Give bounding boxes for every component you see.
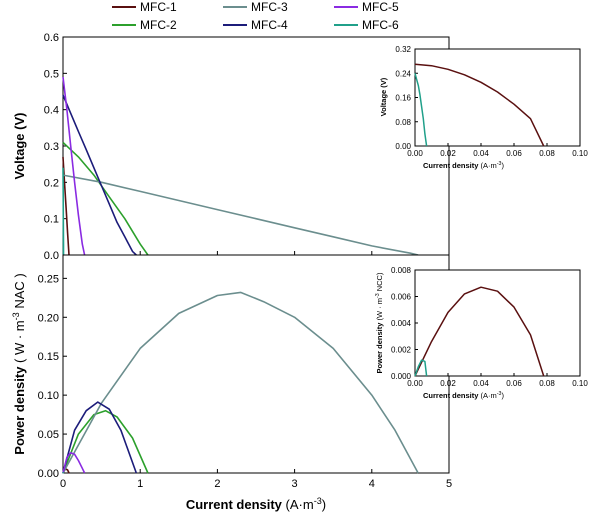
power-inset-ytick-label: 0.000 (391, 372, 412, 381)
power-inset-series-mfc-1 (414, 286, 545, 377)
legend-label-mfc-6: MFC-6 (362, 18, 399, 32)
power-chart: 0.00 0.05 0.10 0.15 0.20 0.25 0 1 2 3 4 5 Power dens… (11, 254, 452, 512)
power-main-ytick-label: 0.15 (38, 351, 59, 363)
power-xlabel-end: ) (322, 497, 326, 512)
power-xlabel-main: Current density (186, 497, 286, 512)
voltage-main-ytick-label: 0.6 (44, 32, 59, 44)
power-ylabel-end: NAC ) (12, 273, 27, 312)
voltage-inset-xtick-label: 0.02 (440, 149, 456, 158)
power-main-ytick-label: 0.10 (38, 390, 59, 402)
voltage-inset-series-mfc-6 (414, 73, 428, 147)
power-inset-chart: 0.000 0.002 0.004 0.006 0.008 0.00 0.02 0.04 0.0… (375, 266, 588, 400)
power-main-ytick-label: 0.25 (38, 273, 59, 285)
voltage-inset-ylabel: Voltage (V) (379, 77, 388, 116)
voltage-main-series-mfc-3 (62, 174, 419, 256)
voltage-inset-ytick-label: 0.24 (395, 69, 411, 78)
voltage-inset-xtick-label: 0.00 (407, 149, 423, 158)
voltage-main-ytick-label: 0.3 (44, 141, 59, 153)
power-inset-frame (414, 269, 581, 377)
power-ylabel-sup: -3 (11, 312, 21, 320)
power-inset-ylabel: Power density (W · m-3 NCC) (375, 272, 384, 373)
power-main-xtick-label: 3 (292, 478, 298, 490)
power-main-series-mfc-3 (62, 291, 419, 474)
legend: MFC-1 MFC-2 MFC-3 MFC-4 MFC-5 MFC-6 (112, 0, 399, 32)
voltage-inset-xtick-label: 0.04 (473, 149, 489, 158)
voltage-inset-ytick-label: 0.08 (395, 118, 411, 127)
voltage-inset-chart: 0.00 0.08 0.16 0.24 0.32 0.00 0.02 0.04 0.06 0.08… (379, 45, 588, 170)
power-inset-ytick-label: 0.006 (391, 293, 412, 302)
power-xlabel-sup: -3 (314, 496, 322, 506)
voltage-inset-xlabel-unit: (A·m (481, 161, 497, 170)
voltage-inset-xlabel-sup: -3 (497, 161, 502, 167)
voltage-main-series-mfc-6 (62, 167, 65, 255)
power-inset-ylabel-main: Power density (375, 321, 384, 374)
voltage-inset-frame (414, 48, 581, 147)
power-ylabel-main: Power density (12, 363, 27, 455)
power-main-series-mfc-2 (62, 409, 149, 474)
power-inset-series-mfc-6 (414, 359, 428, 377)
power-main-frame (62, 254, 450, 474)
legend-label-mfc-4: MFC-4 (251, 18, 288, 32)
power-xlabel-unit: (A·m (286, 497, 314, 512)
power-ylabel: Power density ( W · m-3 NAC ) (11, 273, 27, 454)
power-main-ytick-label: 0.00 (38, 468, 59, 480)
power-inset-xtick-label: 0.04 (473, 379, 489, 388)
voltage-main-series-mfc-4 (62, 94, 137, 256)
legend-label-mfc-3: MFC-3 (251, 0, 288, 14)
voltage-inset-xtick-label: 0.08 (539, 149, 555, 158)
voltage-inset-ytick-label: 0.32 (395, 45, 411, 54)
voltage-inset-xtick-label: 0.10 (572, 149, 588, 158)
voltage-main-ytick-label: 0.1 (44, 214, 59, 226)
power-inset-ylabel-end: NCC) (375, 272, 384, 293)
voltage-inset-xlabel-end: ) (501, 161, 504, 170)
power-inset-ytick-label: 0.008 (391, 266, 412, 275)
power-main-ytick-label: 0.20 (38, 312, 59, 324)
power-xlabel: Current density (A·m-3) (186, 496, 326, 512)
power-main-series-mfc-4 (62, 401, 138, 474)
power-main-xtick-label: 2 (214, 478, 220, 490)
power-inset-ytick-label: 0.002 (391, 346, 412, 355)
power-main-xtick-label: 1 (137, 478, 143, 490)
voltage-inset-xlabel: Current density (A·m-3) (423, 161, 504, 170)
power-ylabel-unit: ( W · m (12, 320, 27, 363)
voltage-main-ytick-label: 0.5 (44, 68, 59, 80)
voltage-inset-xtick-label: 0.06 (506, 149, 522, 158)
voltage-ylabel: Voltage (V) (12, 113, 27, 180)
power-inset-xlabel: Current density (A·m-3) (423, 391, 504, 400)
power-inset-xtick-label: 0.02 (440, 379, 456, 388)
voltage-inset-series-mfc-1 (414, 63, 545, 147)
power-main-xtick-label: 0 (60, 478, 66, 490)
power-main-xtick-label: 5 (446, 478, 452, 490)
power-inset-xtick-label: 0.06 (506, 379, 522, 388)
voltage-main-ytick-label: 0.0 (44, 250, 59, 262)
power-main-ytick-label: 0.05 (38, 429, 59, 441)
voltage-main-series-mfc-1 (62, 156, 70, 256)
voltage-main-ytick-label: 0.2 (44, 177, 59, 189)
voltage-inset-ytick-label: 0.16 (395, 94, 411, 103)
voltage-inset-ytick-label: 0.00 (395, 142, 411, 151)
voltage-main-series-mfc-2 (62, 141, 149, 256)
power-main-xtick-label: 4 (369, 478, 375, 490)
power-inset-xlabel-sup: -3 (497, 391, 502, 397)
voltage-main-frame (62, 36, 450, 256)
power-inset-xtick-label: 0.10 (572, 379, 588, 388)
voltage-chart: 0.0 0.1 0.2 0.3 0.4 0.5 0.6 Voltage (V) (12, 32, 450, 262)
legend-label-mfc-1: MFC-1 (140, 0, 177, 14)
voltage-main-ytick-label: 0.4 (44, 105, 59, 117)
power-inset-ylabel-sup: -3 (375, 293, 381, 298)
legend-label-mfc-5: MFC-5 (362, 0, 399, 14)
power-inset-xlabel-unit: (A·m (481, 391, 497, 400)
power-inset-xlabel-end: ) (501, 391, 504, 400)
power-inset-xtick-label: 0.00 (407, 379, 423, 388)
power-inset-xtick-label: 0.08 (539, 379, 555, 388)
voltage-main-series-mfc-5 (62, 76, 86, 256)
power-inset-ylabel-unit: (W · m (375, 298, 384, 321)
legend-label-mfc-2: MFC-2 (140, 18, 177, 32)
power-inset-xlabel-main: Current density (423, 391, 481, 400)
voltage-inset-xlabel-main: Current density (423, 161, 481, 170)
power-main-series-mfc-5 (62, 451, 86, 474)
power-inset-ytick-label: 0.004 (391, 319, 412, 328)
